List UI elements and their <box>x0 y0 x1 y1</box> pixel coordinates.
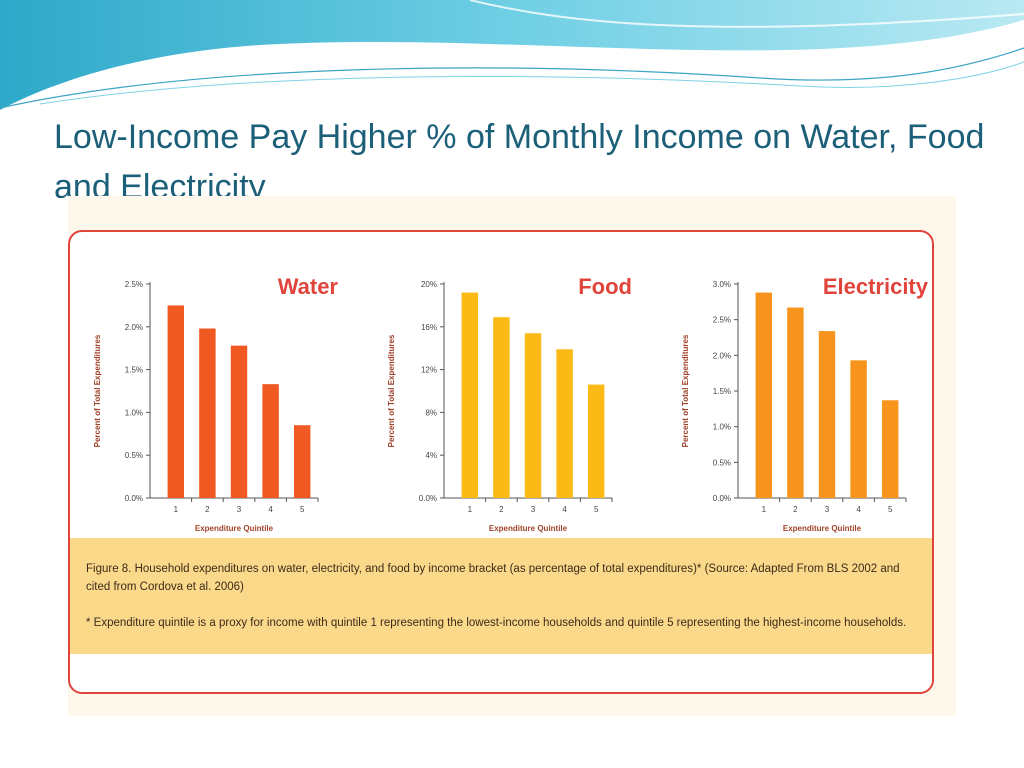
water-y-tick-label: 2.0% <box>125 323 143 332</box>
figure-caption: Figure 8. Household expenditures on wate… <box>86 563 900 593</box>
water-chart: 0.0% 0.5% 1.0% 1.5% 2.0% 2.5% 1 2 3 4 5 Expenditure… <box>78 236 338 536</box>
electricity-x-tick-label: 4 <box>856 505 861 514</box>
water-chart-title: Water <box>277 274 338 299</box>
water-y-axis-label: Percent of Total Expenditures <box>93 334 102 447</box>
food-chart-title: Food <box>578 274 632 299</box>
food-x-axis-label: Expenditure Quintile <box>489 524 568 533</box>
electricity-y-tick-label: 2.0% <box>713 351 731 360</box>
food-bar <box>556 349 573 498</box>
figure-panel: 0.0% 0.5% 1.0% 1.5% 2.0% 2.5% 1 2 3 4 5 Expenditure… <box>68 196 956 716</box>
water-x-tick-label: 4 <box>268 505 273 514</box>
figure-footnote: * Expenditure quintile is a proxy for in… <box>86 617 907 629</box>
food-y-tick-label: 8% <box>425 408 437 417</box>
food-chart-svg: 0.0% 4% 8% 12% 16% 20% 1 2 3 4 5 Expenditure Quinti… <box>387 280 613 533</box>
electricity-y-tick-label: 2.5% <box>713 316 731 325</box>
electricity-bar <box>881 400 899 498</box>
water-y-tick-label: 1.0% <box>125 408 143 417</box>
food-x-tick-label: 3 <box>531 505 536 514</box>
water-bar <box>293 425 311 498</box>
electricity-bar <box>787 307 804 498</box>
food-bar <box>493 317 510 498</box>
food-x-tick-label: 4 <box>562 505 567 514</box>
food-bar <box>524 333 542 498</box>
electricity-chart-svg: 0.0% 0.5% 1.0% 1.5% 2.0% 2.5% 3.0% 1 2 3 4 5 Expendi… <box>681 280 907 533</box>
electricity-y-tick-label: 3.0% <box>713 280 731 289</box>
water-bar <box>230 345 248 498</box>
header-wave-decoration <box>0 0 1024 118</box>
electricity-x-tick-label: 1 <box>762 505 767 514</box>
water-bar <box>167 305 185 498</box>
food-y-tick-label: 16% <box>421 323 437 332</box>
electricity-y-axis-label: Percent of Total Expenditures <box>681 334 690 447</box>
food-x-tick-label: 1 <box>468 505 473 514</box>
water-x-tick-label: 3 <box>237 505 242 514</box>
water-bar <box>199 328 216 498</box>
food-bar <box>587 384 605 498</box>
electricity-chart-title: Electricity <box>822 274 928 299</box>
food-chart: 0.0% 4% 8% 12% 16% 20% 1 2 3 4 5 Expenditure Quinti… <box>372 236 632 536</box>
water-y-tick-label: 0.5% <box>125 451 143 460</box>
food-x-tick-label: 5 <box>594 505 599 514</box>
figure-frame: 0.0% 0.5% 1.0% 1.5% 2.0% 2.5% 1 2 3 4 5 Expenditure… <box>68 230 934 694</box>
water-x-tick-label: 1 <box>174 505 179 514</box>
electricity-x-tick-label: 3 <box>825 505 830 514</box>
water-chart-svg: 0.0% 0.5% 1.0% 1.5% 2.0% 2.5% 1 2 3 4 5 Expenditure… <box>93 280 319 533</box>
water-y-tick-label: 2.5% <box>125 280 143 289</box>
electricity-bar <box>818 331 836 498</box>
figure-caption-box: Figure 8. Household expenditures on wate… <box>70 538 932 654</box>
electricity-y-tick-label: 0.0% <box>713 494 731 503</box>
food-x-tick-label: 2 <box>499 505 504 514</box>
food-y-axis-label: Percent of Total Expenditures <box>387 334 396 447</box>
electricity-x-tick-label: 5 <box>888 505 893 514</box>
water-x-tick-label: 2 <box>205 505 210 514</box>
electricity-y-tick-label: 1.5% <box>713 387 731 396</box>
electricity-y-tick-label: 0.5% <box>713 458 731 467</box>
slide-title: Low-Income Pay Higher % of Monthly Incom… <box>54 118 985 198</box>
electricity-x-tick-label: 2 <box>793 505 798 514</box>
water-y-tick-label: 1.5% <box>125 366 143 375</box>
electricity-x-axis-label: Expenditure Quintile <box>783 524 862 533</box>
water-bar <box>262 384 279 498</box>
food-y-tick-label: 12% <box>421 366 437 375</box>
food-y-tick-label: 0.0% <box>419 494 437 503</box>
electricity-y-tick-label: 1.0% <box>713 423 731 432</box>
electricity-bar <box>850 360 867 498</box>
water-x-axis-label: Expenditure Quintile <box>195 524 274 533</box>
water-y-tick-label: 0.0% <box>125 494 143 503</box>
water-x-tick-label: 5 <box>300 505 305 514</box>
electricity-bar <box>755 292 773 498</box>
food-bar <box>461 292 479 498</box>
food-y-tick-label: 4% <box>425 451 437 460</box>
food-y-tick-label: 20% <box>421 280 437 289</box>
electricity-chart: 0.0% 0.5% 1.0% 1.5% 2.0% 2.5% 3.0% 1 2 3 4 5 Expendi… <box>666 236 928 536</box>
